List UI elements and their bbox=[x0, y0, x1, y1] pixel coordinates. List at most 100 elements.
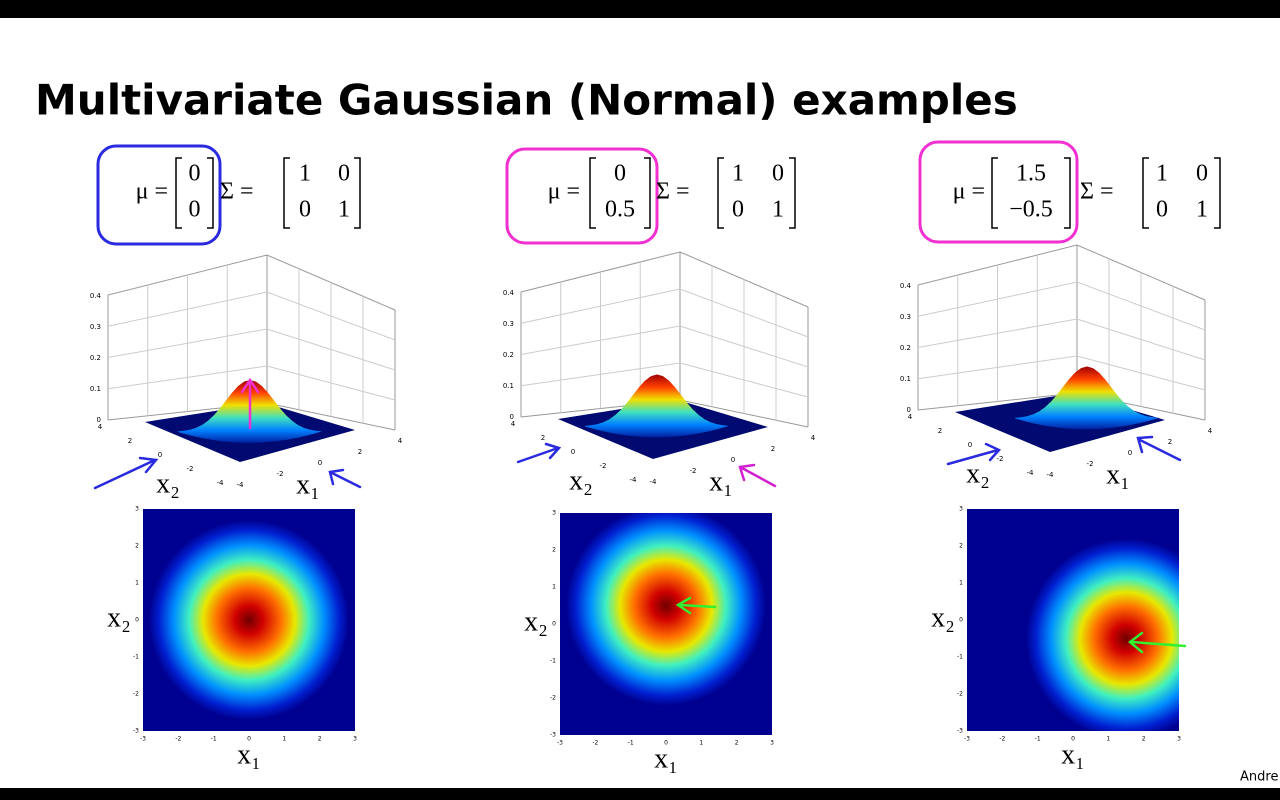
heatmap: -3-3 -2 -2 -1 -1 0 0 1 1 2 2 3 3 x₁ x₂ bbox=[931, 506, 1181, 771]
z-tick-label: 0.1 bbox=[503, 382, 514, 390]
x1-tick-label: -4 bbox=[1047, 471, 1055, 479]
highlight-box bbox=[918, 140, 1079, 244]
x1-tick-label: -4 bbox=[237, 481, 245, 489]
heatmap: -3-3 -2 -2 -1 -1 0 0 1 1 2 2 3 3 x₁ x₂ bbox=[524, 510, 774, 775]
bracket bbox=[1064, 157, 1071, 229]
x2-tick-label: 4 bbox=[511, 420, 516, 428]
arrow bbox=[946, 442, 1002, 466]
sigma-entry: 0 bbox=[772, 161, 784, 187]
z-tick-label: 0.2 bbox=[90, 354, 101, 362]
sigma-entry: 1 bbox=[772, 197, 784, 223]
sigma-entry: 0 bbox=[338, 161, 350, 187]
grid-line bbox=[520, 362, 809, 398]
panel: μ = 0 0 Σ = 1 0 0 1 0 0.1 0.2 0.3 0.4 -4 -4 -2 -2 0 0 2 2 4 4 x… bbox=[90, 157, 403, 770]
x1-tick-label: 4 bbox=[811, 434, 816, 442]
hx-tick-label: 1 bbox=[1106, 736, 1110, 743]
hy-tick-label: -1 bbox=[957, 654, 963, 661]
hx-tick-label: -3 bbox=[140, 736, 146, 743]
mu-entry: 0.5 bbox=[605, 197, 635, 223]
hx-tick-label: 2 bbox=[318, 736, 322, 743]
mu-entry: 0 bbox=[189, 161, 201, 187]
heatmap-image bbox=[560, 513, 772, 735]
hx-tick-label: 2 bbox=[1142, 736, 1146, 743]
arrow bbox=[240, 377, 260, 430]
bracket bbox=[717, 157, 724, 229]
sigma-entry: 1 bbox=[732, 161, 744, 187]
x1-axis-label: x₁ bbox=[237, 739, 261, 770]
sigma-entry: 1 bbox=[1156, 161, 1168, 187]
arrow bbox=[516, 442, 562, 464]
heatmap-image bbox=[967, 509, 1179, 731]
hy-tick-label: -3 bbox=[133, 728, 139, 735]
bracket bbox=[991, 157, 998, 229]
x1-axis-label: x₁ bbox=[296, 469, 320, 500]
grid-line bbox=[107, 365, 396, 401]
hx-tick-label: -2 bbox=[592, 740, 598, 747]
x1-axis-label: x₁ bbox=[1061, 739, 1085, 770]
hy-tick-label: 1 bbox=[135, 580, 139, 587]
bracket bbox=[1142, 157, 1149, 229]
hy-tick-label: 0 bbox=[552, 621, 556, 628]
x2-tick-label: -2 bbox=[600, 462, 607, 470]
bottom-bar bbox=[0, 788, 1280, 800]
x1-tick-label: -2 bbox=[277, 470, 284, 478]
panel: μ =1.5−0.5Σ =1 00 100.10.20.30.4-4-4-2-200… bbox=[900, 157, 1221, 771]
bracket bbox=[1214, 157, 1221, 229]
sigma-entry: 0 bbox=[732, 197, 744, 223]
x2-tick-label: 2 bbox=[938, 427, 942, 435]
hy-tick-label: 0 bbox=[135, 617, 139, 624]
hx-tick-label: -1 bbox=[211, 736, 217, 743]
x2-tick-label: 0 bbox=[968, 441, 972, 449]
x2-tick-label: 0 bbox=[571, 448, 575, 456]
panel: μ = 0 0.5 Σ = 1 0 0 1 0 0.1 0.2 0.3 0.4 -4 -4 -2 -2 0 0 2 2 4… bbox=[503, 157, 816, 775]
x1-tick-label: 0 bbox=[1128, 449, 1132, 457]
hy-tick-label: -2 bbox=[957, 691, 963, 698]
hy-tick-label: 2 bbox=[959, 543, 963, 550]
hx-tick-label: 3 bbox=[770, 740, 774, 747]
z-tick-label: 0.4 bbox=[503, 289, 515, 297]
grid-line bbox=[520, 288, 809, 338]
z-tick-label: 0.4 bbox=[90, 292, 102, 300]
sigma-entry: 1 bbox=[338, 197, 350, 223]
hx-tick-label: 1 bbox=[699, 740, 703, 747]
grid-line bbox=[107, 291, 396, 341]
hy-tick-label: 2 bbox=[552, 547, 556, 554]
x2-tick-label: -4 bbox=[630, 476, 638, 484]
bracket bbox=[207, 157, 214, 229]
x2-tick-label: -2 bbox=[997, 455, 1004, 463]
x2-axis-label: x₂ bbox=[107, 602, 131, 633]
footer: Andre bbox=[1240, 770, 1278, 785]
hx-tick-label: 0 bbox=[1071, 736, 1075, 743]
grid-line bbox=[107, 328, 396, 371]
z-tick-label: 0.3 bbox=[503, 320, 514, 328]
sigma-entry: 0 bbox=[1196, 161, 1208, 187]
bracket bbox=[283, 157, 290, 229]
x1-tick-label: 4 bbox=[1208, 427, 1213, 435]
mu-label: μ = bbox=[548, 179, 580, 205]
z-tick-label: 0.1 bbox=[90, 385, 101, 393]
hx-tick-label: 0 bbox=[247, 736, 251, 743]
x2-tick-label: -4 bbox=[1027, 469, 1035, 477]
hx-tick-label: 3 bbox=[353, 736, 357, 743]
hy-tick-label: -2 bbox=[133, 691, 139, 698]
x1-tick-label: 2 bbox=[358, 448, 362, 456]
x1-tick-label: -4 bbox=[650, 478, 658, 486]
z-tick-label: 0 bbox=[97, 416, 101, 424]
grid-line bbox=[917, 318, 1206, 361]
hx-tick-label: -3 bbox=[557, 740, 563, 747]
x2-tick-label: 4 bbox=[98, 423, 103, 431]
top-bar bbox=[0, 0, 1280, 18]
z-tick-label: 0.3 bbox=[90, 323, 101, 331]
sigma-label: Σ = bbox=[220, 179, 254, 205]
x2-tick-label: -4 bbox=[217, 479, 225, 487]
x1-axis-label: x₁ bbox=[709, 466, 733, 497]
bracket bbox=[789, 157, 796, 229]
z-tick-label: 0 bbox=[510, 413, 514, 421]
x2-tick-label: 0 bbox=[158, 451, 162, 459]
surface-plot: 0 0.1 0.2 0.3 0.4 -4 -4 -2 -2 0 0 2 2 4 4 x₁ x₂ bbox=[900, 244, 1213, 490]
sigma-entry: 1 bbox=[1196, 197, 1208, 223]
arrow bbox=[1127, 631, 1187, 654]
hy-tick-label: 2 bbox=[135, 543, 139, 550]
hx-tick-label: -1 bbox=[1035, 736, 1041, 743]
